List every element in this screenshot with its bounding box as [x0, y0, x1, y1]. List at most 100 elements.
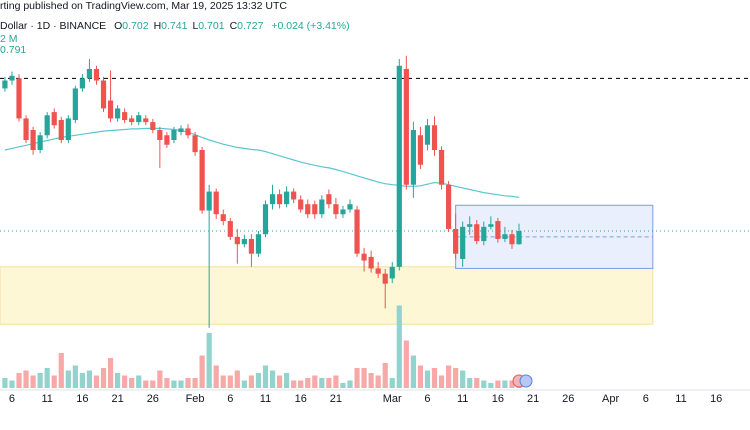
candle-body — [143, 118, 149, 123]
candle-body — [23, 118, 29, 140]
volume-bar — [460, 370, 466, 388]
volume-bar — [86, 370, 93, 388]
volume-bar — [305, 378, 311, 388]
candle-body — [291, 191, 297, 200]
volume-bar — [143, 380, 149, 388]
candle-body — [234, 236, 240, 245]
candle-body — [460, 226, 466, 259]
candle-body — [37, 135, 43, 150]
candle-body — [396, 65, 402, 267]
volume-bar — [319, 378, 325, 388]
candle-body — [368, 256, 374, 269]
candle-body — [269, 194, 276, 205]
volume-bar — [220, 375, 226, 388]
volume-bar — [16, 373, 22, 388]
volume-bar — [340, 383, 346, 388]
x-tick-label: 26 — [562, 393, 574, 405]
volume-bar — [298, 380, 304, 388]
candle-body — [312, 204, 318, 215]
volume-bar — [368, 373, 374, 388]
volume-bar — [129, 378, 135, 388]
candle-body — [262, 204, 269, 235]
change: +0.024 (+3.41%) — [271, 20, 350, 32]
volume-bar — [474, 378, 480, 388]
x-tick-label: 16 — [492, 393, 504, 405]
x-tick-label: Feb — [186, 393, 205, 405]
candle-body — [51, 112, 57, 126]
volume-bar — [445, 365, 452, 388]
candle-body — [115, 108, 121, 119]
x-tick-label: 16 — [76, 393, 88, 405]
candle-body — [65, 118, 71, 140]
ma-legend: 0.791 — [0, 44, 27, 56]
candle-body — [79, 78, 85, 89]
volume-bar — [248, 375, 255, 388]
volume-bar — [122, 375, 128, 388]
candle-body — [516, 231, 522, 245]
volume-bar — [58, 353, 64, 388]
candle-body — [509, 234, 515, 245]
volume-bar — [276, 375, 283, 388]
candle-body — [164, 135, 170, 145]
volume-bar — [100, 368, 107, 388]
candle-body — [502, 234, 508, 239]
volume-bar — [65, 370, 71, 388]
symbol: Dollar · 1D · BINANCE — [0, 20, 107, 32]
volume-bar — [241, 380, 247, 388]
volume-bar — [227, 375, 233, 388]
volume-bar — [453, 368, 459, 388]
zone — [0, 266, 654, 325]
volume-bar — [403, 340, 409, 388]
volume-legend: 2 M — [0, 33, 18, 45]
candle-body — [16, 78, 22, 119]
volume-bar — [72, 365, 78, 388]
volume-bar — [234, 370, 240, 388]
x-tick-label: 11 — [260, 393, 271, 405]
symbol-legend: Dollar · 1D · BINANCE O0.702 H0.741 L0.701… — [0, 20, 350, 32]
candle-body — [389, 266, 395, 279]
candle-body — [276, 194, 283, 205]
candle-body — [403, 68, 409, 185]
x-tick-label: 21 — [330, 393, 342, 405]
volume-bar — [213, 365, 219, 388]
header-title: rting published on TradingView.com, Mar … — [0, 0, 287, 12]
candle-body — [157, 130, 163, 140]
candle-body — [347, 204, 353, 210]
volume-bar — [284, 373, 290, 388]
event-icon — [519, 374, 533, 388]
candle-body — [375, 268, 381, 274]
volume-bar — [509, 380, 515, 388]
x-tick-label: 11 — [675, 393, 686, 405]
ohlc-value: 0.702 — [122, 20, 149, 32]
candle-body — [178, 128, 184, 133]
candle-body — [333, 204, 339, 215]
candle-body — [9, 75, 15, 81]
volume-bar — [410, 355, 416, 388]
volume-bar — [206, 333, 212, 388]
candle-body — [129, 118, 135, 123]
volume-bar — [291, 380, 297, 388]
x-tick-label: Apr — [602, 393, 619, 405]
ohlc-legend: O0.702 H0.741 L0.701 C0.727 — [109, 20, 263, 32]
x-tick-label: 21 — [111, 393, 123, 405]
candle-body — [227, 221, 233, 237]
ohlc-value: 0.741 — [161, 20, 188, 32]
volume-bar — [51, 375, 57, 388]
ohlc-label: H — [153, 20, 162, 32]
candle-body — [2, 80, 8, 89]
candle-body — [122, 112, 128, 120]
candle-body — [86, 68, 93, 79]
volume-bar — [150, 380, 156, 388]
volume-bar — [23, 370, 29, 388]
volume-bar — [178, 380, 184, 388]
candle-body — [417, 135, 424, 165]
volume-bar — [2, 378, 8, 388]
ohlc-label: L — [192, 20, 199, 32]
candle-body — [495, 221, 501, 239]
volume-bar — [495, 380, 501, 388]
candle-body — [72, 88, 78, 120]
x-tick-label: Mar — [383, 393, 402, 405]
candle-body — [298, 199, 304, 210]
